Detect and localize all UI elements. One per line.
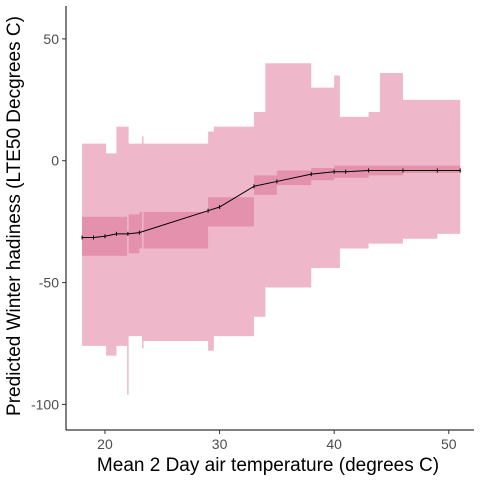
y-axis-ticks: -100 -50 0 50 xyxy=(31,31,66,412)
prediction-series xyxy=(81,168,461,240)
x-tick-label: 40 xyxy=(326,436,342,452)
y-tick-label: -100 xyxy=(31,396,59,412)
band-spikes xyxy=(127,126,144,395)
x-tick-label: 50 xyxy=(441,436,457,452)
x-axis-ticks: 20 30 40 50 xyxy=(97,430,457,452)
outer-band xyxy=(82,63,461,356)
y-tick-label: -50 xyxy=(39,275,59,291)
y-tick-label: 50 xyxy=(43,31,59,47)
x-tick-label: 20 xyxy=(97,436,113,452)
y-axis-title: Predicted Winter hadiness (LTE50 Decgree… xyxy=(4,16,25,416)
axes xyxy=(65,6,474,431)
x-tick-label: 30 xyxy=(212,436,228,452)
y-tick-label: 0 xyxy=(51,153,59,169)
x-axis-title: Mean 2 Day air temperature (degrees C) xyxy=(97,455,439,476)
inner-band xyxy=(82,165,461,256)
confidence-bands xyxy=(82,63,461,356)
